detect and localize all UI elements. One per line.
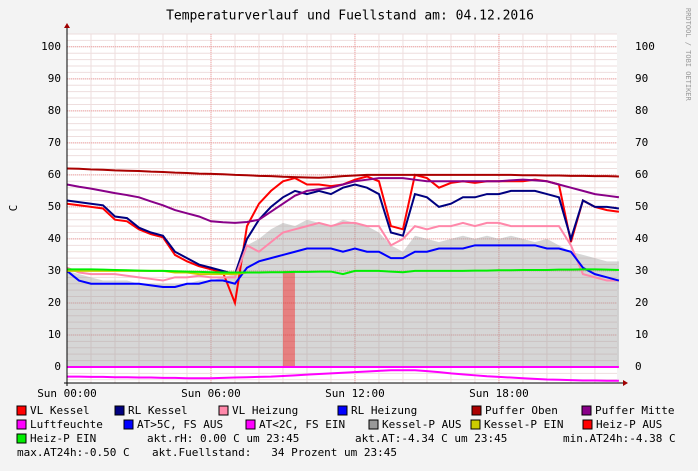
y-tick-label: 40: [48, 232, 61, 245]
watermark: RRDTOOL / TOBI OETIKER: [684, 8, 692, 102]
y2-tick-label: 100: [635, 40, 655, 53]
y2-tick-label: 0: [635, 360, 642, 373]
y-tick-label: 10: [48, 328, 61, 341]
x-tick-label: Sun 12:00: [325, 387, 385, 400]
legend-swatch: [337, 405, 348, 416]
legend-label: AT<2C, FS EIN: [259, 418, 345, 431]
legend-swatch: [470, 419, 481, 430]
x-axis-arrow: [623, 380, 628, 386]
y-tick-label: 0: [54, 360, 61, 373]
y2-tick-label: 40: [635, 232, 648, 245]
chart-title: Temperaturverlauf und Fuellstand am: 04.…: [166, 9, 534, 24]
y-axis-label: C: [7, 205, 20, 212]
note: min.AT24h:-4.38 C: [563, 432, 676, 445]
y-tick-label: 70: [48, 136, 61, 149]
legend-swatch: [368, 419, 379, 430]
series-line: [67, 268, 619, 276]
x-tick-label: Sun 18:00: [469, 387, 529, 400]
legend-label: RL Kessel: [128, 404, 188, 417]
y-tick-label: 90: [48, 72, 61, 85]
note: akt.rH: 0.00 C um 23:45: [147, 432, 299, 445]
series-line: [66, 177, 620, 224]
series-area: [282, 270, 295, 367]
legend-swatch: [16, 419, 27, 430]
legend-label: Heiz-P AUS: [596, 418, 662, 431]
legend-swatch: [245, 419, 256, 430]
plot-area: [67, 34, 617, 383]
x-tick-label: Sun 00:00: [37, 387, 97, 400]
legend-label: VL Kessel: [30, 404, 90, 417]
series-line: [66, 183, 620, 276]
legend-swatch: [218, 405, 229, 416]
y-tick-label: 50: [48, 200, 61, 213]
legend-label: Puffer Oben: [485, 404, 558, 417]
y-tick-label: 20: [48, 296, 61, 309]
y2-tick-label: 70: [635, 136, 648, 149]
y-axis-arrow: [64, 23, 70, 28]
series-line: [66, 244, 620, 288]
legend-swatch: [471, 405, 482, 416]
series-line: [66, 167, 619, 179]
series-line: [67, 369, 619, 382]
y2-tick-label: 80: [635, 104, 648, 117]
y2-tick-label: 90: [635, 72, 648, 85]
legend-swatch: [123, 419, 134, 430]
y-tick-label: 80: [48, 104, 61, 117]
y2-tick-label: 20: [635, 296, 648, 309]
y-tick-label: 60: [48, 168, 61, 181]
legend-label: VL Heizung: [232, 404, 298, 417]
y-tick-label: 100: [41, 40, 61, 53]
note: akt.AT:-4.34 C um 23:45: [355, 432, 507, 445]
legend-label: Puffer Mitte: [595, 404, 674, 417]
legend-swatch: [16, 433, 27, 444]
legend-label: Heiz-P EIN: [30, 432, 96, 445]
legend-swatch: [581, 405, 592, 416]
y2-tick-label: 60: [635, 168, 648, 181]
legend-swatch: [582, 419, 593, 430]
note: max.AT24h:-0.50 C: [17, 446, 130, 459]
y-tick-label: 30: [48, 264, 61, 277]
series-area: [67, 219, 619, 367]
legend-label: RL Heizung: [351, 404, 417, 417]
note: akt.Fuellstand: 34 Prozent um 23:45: [152, 446, 397, 459]
legend-label: AT>5C, FS AUS: [137, 418, 223, 431]
legend-swatch: [16, 405, 27, 416]
legend-label: Luftfeuchte: [30, 418, 103, 431]
legend-label: Kessel-P AUS: [382, 418, 461, 431]
y2-tick-label: 30: [635, 264, 648, 277]
y2-tick-label: 10: [635, 328, 648, 341]
legend-swatch: [114, 405, 125, 416]
x-tick-label: Sun 06:00: [181, 387, 241, 400]
series-line: [66, 221, 619, 282]
y2-tick-label: 50: [635, 200, 648, 213]
legend-label: Kessel-P EIN: [484, 418, 563, 431]
